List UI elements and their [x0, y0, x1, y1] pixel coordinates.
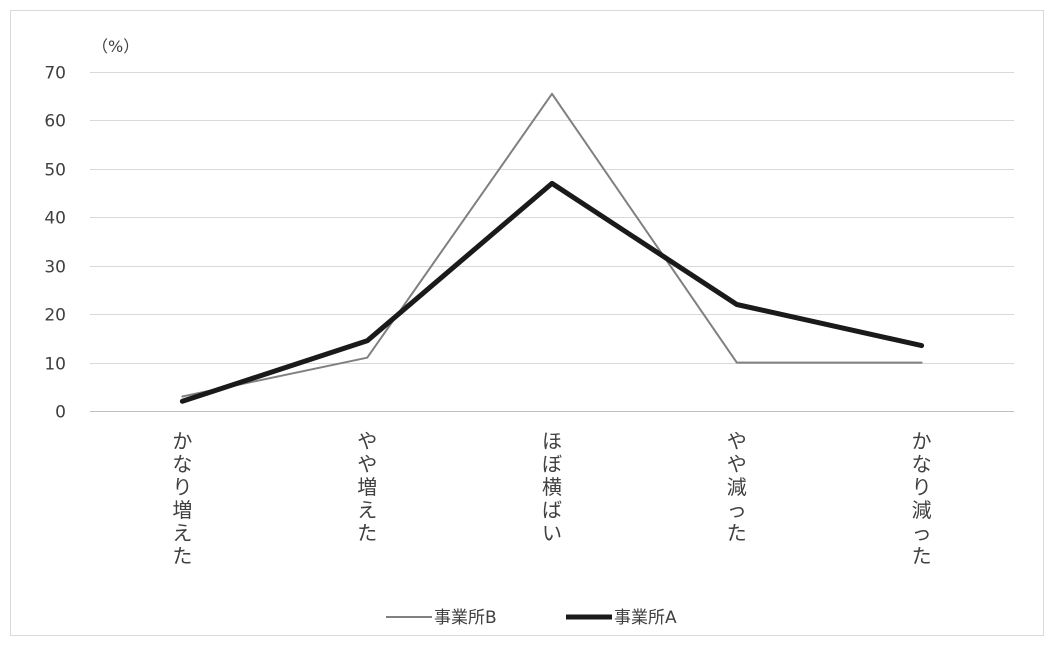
series-line-b	[181, 92, 923, 398]
y-tick-label: 70	[44, 64, 66, 84]
legend-label: 事業所A	[614, 608, 677, 628]
y-tick-label: 60	[44, 112, 66, 132]
y-unit-label: （%）	[92, 37, 139, 56]
series-line-a	[179, 180, 925, 404]
x-category-label: やや減った	[727, 429, 747, 545]
y-tick-label: 20	[44, 306, 66, 326]
x-axis-categories: かなり増えた やや増えた ほぼ横ばい やや減った かなり減った	[172, 429, 931, 568]
legend: 事業所B 事業所A	[386, 608, 677, 628]
x-category-label: かなり減った	[912, 429, 932, 568]
x-category-label: かなり増えた	[172, 429, 192, 568]
y-tick-label: 40	[44, 209, 66, 229]
grid-lines	[90, 72, 1014, 412]
y-axis-ticks: 0 10 20 30 40 50 60 70	[44, 64, 66, 423]
y-tick-label: 30	[44, 258, 66, 278]
legend-label: 事業所B	[434, 608, 497, 628]
y-tick-label: 0	[55, 403, 66, 423]
y-tick-label: 50	[44, 161, 66, 181]
chart-border	[10, 10, 1044, 636]
x-category-label: やや増えた	[357, 429, 377, 545]
x-category-label: ほぼ横ばい	[542, 429, 562, 545]
y-tick-label: 10	[44, 355, 66, 375]
series-lines	[179, 92, 925, 404]
